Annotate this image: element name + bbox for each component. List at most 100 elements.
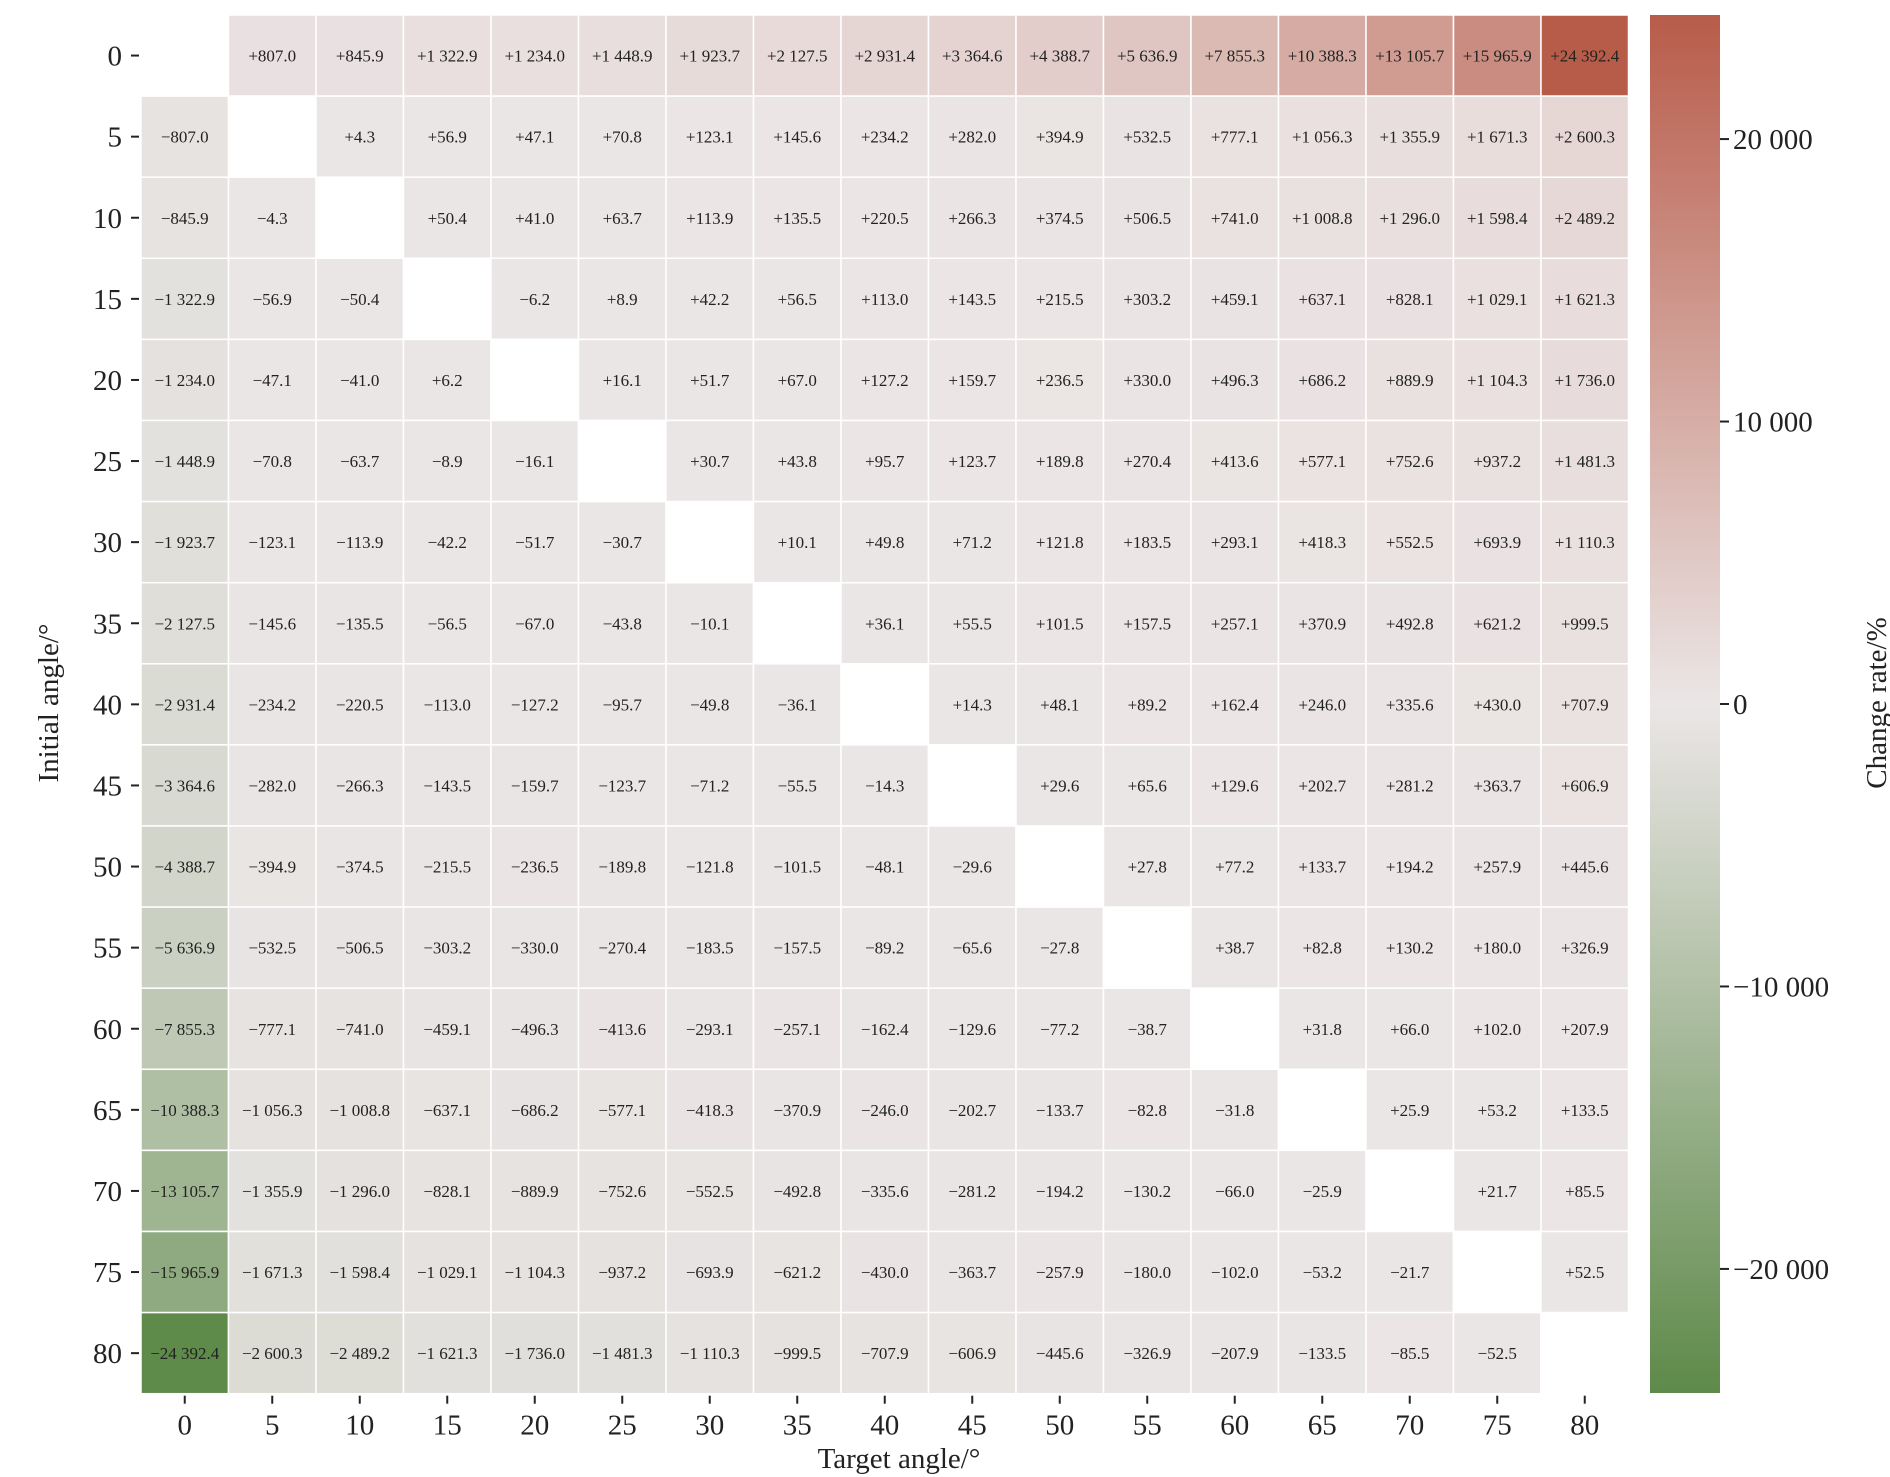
heatmap-cell — [665, 663, 755, 746]
cell-value-label: +89.2 — [1128, 695, 1167, 714]
x-tick-label: 5 — [265, 1410, 280, 1442]
heatmap-cell — [490, 1149, 580, 1233]
heatmap-cell — [1190, 14, 1280, 97]
x-tick-label: 15 — [433, 1410, 462, 1442]
cell-value-label: +42.2 — [690, 290, 729, 309]
cell-value-label: −828.1 — [423, 1182, 471, 1201]
y-tick-label: 40 — [93, 689, 122, 721]
cell-value-label: −27.8 — [1040, 939, 1079, 958]
heatmap-cell — [1365, 1149, 1455, 1233]
heatmap-cell — [402, 500, 492, 584]
heatmap-cell — [1190, 338, 1280, 422]
y-tick-label: 50 — [93, 852, 122, 884]
cell-value-label: −121.8 — [686, 858, 734, 877]
colorbar-tick-label: 10 000 — [1733, 407, 1813, 439]
cell-value-label: −41.0 — [340, 371, 379, 390]
cell-value-label: +194.2 — [1386, 858, 1434, 877]
colorbar-tick-label: −10 000 — [1733, 971, 1829, 1003]
cell-value-label: −194.2 — [1036, 1182, 1084, 1201]
cell-value-label: −234.2 — [248, 695, 296, 714]
heatmap-cell — [315, 987, 405, 1071]
x-tick-label: 40 — [870, 1410, 899, 1442]
colorbar-tick-label: 0 — [1733, 689, 1748, 721]
cell-value-label: +133.5 — [1561, 1101, 1609, 1120]
heatmap-cell — [140, 14, 230, 97]
cell-value-label: +7 855.3 — [1204, 47, 1265, 66]
cell-value-label: +13 105.7 — [1375, 47, 1445, 66]
x-tick-label: 30 — [695, 1410, 724, 1442]
x-tick-label: 45 — [958, 1410, 987, 1442]
x-tick-label: 70 — [1395, 1410, 1424, 1442]
heatmap-cell — [402, 338, 492, 422]
heatmap-cell — [752, 1149, 842, 1233]
cell-value-label: +999.5 — [1561, 614, 1609, 633]
cell-value-label: +606.9 — [1561, 776, 1609, 795]
heatmap-cell — [315, 176, 405, 260]
heatmap-cell — [1015, 176, 1105, 260]
cell-value-label: +67.0 — [778, 371, 817, 390]
cell-value-label: +53.2 — [1478, 1101, 1517, 1120]
heatmap-cell — [140, 906, 230, 989]
heatmap-cell — [402, 825, 492, 908]
cell-value-label: −207.9 — [1211, 1344, 1259, 1363]
cell-value-label: −266.3 — [336, 776, 384, 795]
y-tick-label: 30 — [93, 527, 122, 559]
heatmap-cell — [315, 581, 405, 665]
heatmap-cell — [665, 987, 755, 1071]
heatmap-cells: +807.0 +845.9 +1 322.9 +1 234.0 +1 448.9 +1 9… — [140, 14, 1630, 1395]
cell-value-label: +145.6 — [773, 128, 821, 147]
heatmap-cell — [227, 419, 317, 503]
cell-value-label: −77.2 — [1040, 1020, 1079, 1039]
x-tick-label: 25 — [608, 1410, 637, 1442]
cell-value-label: +66.0 — [1390, 1020, 1429, 1039]
heatmap-cell — [315, 1311, 405, 1395]
cell-value-label: −101.5 — [773, 858, 821, 877]
cell-value-label: +2 489.2 — [1554, 209, 1615, 228]
heatmap-cell — [1102, 1149, 1192, 1233]
cell-value-label: +363.7 — [1473, 776, 1521, 795]
heatmap-cell — [665, 1230, 755, 1314]
cell-value-label: −236.5 — [511, 858, 559, 877]
cell-value-label: −51.7 — [515, 533, 555, 552]
y-axis-ticks: 0 5 10 15 20 25 30 35 40 45 50 55 60 65 70 75 80 — [93, 41, 139, 1370]
cell-value-label: +129.6 — [1211, 776, 1259, 795]
cell-value-label: +459.1 — [1211, 290, 1259, 309]
cell-value-label: −430.0 — [861, 1263, 909, 1282]
cell-value-label: +70.8 — [603, 128, 642, 147]
cell-value-label: −15 965.9 — [150, 1263, 219, 1282]
cell-value-label: −113.9 — [336, 533, 383, 552]
heatmap-cell — [1540, 581, 1630, 665]
cell-value-label: +135.5 — [773, 209, 821, 228]
heatmap-cell — [752, 1068, 842, 1152]
heatmap-cell — [1102, 257, 1192, 341]
y-tick-label: 45 — [93, 770, 122, 802]
cell-value-label: −10 388.3 — [150, 1101, 219, 1120]
heatmap-cell — [1452, 419, 1542, 503]
cell-value-label: +741.0 — [1211, 209, 1259, 228]
heatmap-cell — [1190, 95, 1280, 178]
heatmap-cell — [402, 663, 492, 746]
heatmap-cell — [315, 500, 405, 584]
heatmap-cell — [1365, 176, 1455, 260]
cell-value-label: −6.2 — [519, 290, 550, 309]
heatmap-cell — [577, 95, 667, 178]
cell-value-label: −13 105.7 — [150, 1182, 220, 1201]
cell-value-label: −143.5 — [423, 776, 471, 795]
heatmap-cell — [577, 1230, 667, 1314]
x-tick-label: 35 — [783, 1410, 812, 1442]
cell-value-label: +370.9 — [1298, 614, 1346, 633]
heatmap-cell — [1277, 825, 1367, 908]
cell-value-label: +637.1 — [1298, 290, 1346, 309]
cell-value-label: +270.4 — [1123, 452, 1171, 471]
heatmap-cell — [665, 1311, 755, 1395]
y-tick-label: 5 — [108, 122, 123, 154]
cell-value-label: +445.6 — [1561, 858, 1609, 877]
y-tick-label: 15 — [93, 284, 122, 316]
cell-value-label: +47.1 — [515, 128, 554, 147]
cell-value-label: −293.1 — [686, 1020, 734, 1039]
cell-value-label: −1 029.1 — [417, 1263, 478, 1282]
cell-value-label: +52.5 — [1565, 1263, 1604, 1282]
x-tick-label: 55 — [1133, 1410, 1162, 1442]
heatmap-cell — [1452, 176, 1542, 260]
heatmap-cell — [1452, 1230, 1542, 1314]
